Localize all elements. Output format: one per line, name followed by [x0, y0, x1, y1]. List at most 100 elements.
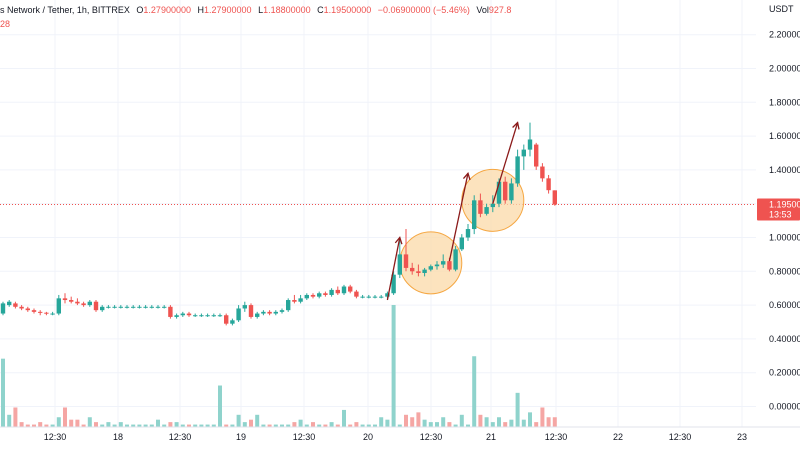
volume-bar [118, 422, 123, 427]
candle-body [354, 291, 359, 297]
price-tick-label: 0.00000 [769, 402, 800, 412]
candle-body [19, 306, 24, 309]
volume-bar [441, 417, 446, 427]
sub-volume-value: 28 [0, 19, 10, 29]
low-value: 1.18800000 [263, 5, 311, 15]
price-tick-label: 0.20000 [769, 368, 800, 378]
trend-arrow-head [394, 236, 403, 245]
volume-bar [311, 422, 315, 427]
candle-body [459, 237, 464, 250]
time-tick-label: 12:30 [293, 432, 316, 442]
volume-bar [416, 412, 421, 427]
candle-body [472, 200, 477, 230]
volume-bar [323, 424, 328, 427]
volume-bar [385, 419, 390, 427]
trend-arrow-line [492, 122, 519, 204]
candle-body [143, 306, 148, 308]
candle-body [403, 254, 409, 268]
candle-body [304, 294, 309, 299]
volume-bar [435, 422, 439, 427]
candle-body [552, 190, 557, 205]
volume-bar [143, 424, 148, 427]
candle-body [162, 306, 167, 308]
time-tick-label: 12:30 [169, 432, 192, 442]
time-tick-label: 12:30 [669, 432, 692, 442]
volume-bar [112, 424, 117, 427]
volume-bar [366, 424, 371, 427]
candle-body [366, 296, 371, 298]
price-tick-label: 0.40000 [769, 334, 800, 344]
low-label: L [258, 5, 263, 15]
volume-bar [335, 424, 340, 427]
volume-bar [497, 417, 501, 427]
candle-body [56, 298, 61, 314]
volume-bar [459, 414, 464, 427]
volume-bar [521, 419, 526, 427]
candle-body [317, 293, 322, 297]
candle-body [540, 166, 545, 179]
candle-body [509, 183, 514, 201]
volume-bar [484, 417, 489, 427]
volume-bar [509, 419, 514, 427]
volume-bar [490, 422, 495, 427]
candle-body [50, 313, 55, 315]
volume-bar [466, 424, 470, 427]
candle-body [546, 178, 551, 191]
volume-bar [292, 422, 297, 427]
volume-bar [56, 417, 61, 427]
volume-bar [255, 414, 260, 427]
high-label: H [198, 5, 205, 15]
candle-body [441, 261, 446, 265]
candle-body [62, 298, 68, 301]
candle-body [527, 139, 533, 150]
high-value: 1.27900000 [204, 5, 252, 15]
time-axis[interactable]: 12:30 18 12:30 19 12:30 20 12:30 21 12:30 22 12:30… [0, 426, 800, 442]
volume-bar [503, 422, 508, 427]
candle-body [81, 303, 86, 306]
candle-body [186, 313, 192, 316]
close-label: C [317, 5, 324, 15]
volume-bar [528, 412, 532, 427]
volume-bar [205, 424, 210, 427]
candle-body [422, 269, 427, 273]
volume-bar [25, 424, 30, 427]
price-tick-label: 2.00000 [769, 64, 800, 74]
open-label: O [136, 5, 143, 15]
volume-bar [329, 422, 334, 427]
svg-text:s Network / Tether, 1h, BITTRE: s Network / Tether, 1h, BITTREX O1.27900… [0, 5, 511, 15]
time-tick-label: 12:30 [545, 432, 568, 442]
volume-bar [242, 422, 247, 427]
candle-body [112, 306, 117, 308]
candle-body [149, 306, 154, 308]
candle-body [428, 266, 433, 270]
volume-bar [360, 424, 365, 427]
candle-body [13, 303, 18, 307]
trend-arrow-line [448, 173, 469, 262]
volume-bar [447, 422, 452, 427]
candle-body [205, 315, 210, 317]
candle-body [434, 264, 440, 267]
volume-bar [168, 422, 173, 427]
candle-body [168, 306, 173, 317]
candle-body [416, 271, 421, 273]
trend-arrow-head [462, 171, 471, 181]
candle-body [137, 306, 142, 308]
candle-body [273, 311, 278, 314]
price-tick-label: 0.60000 [769, 300, 800, 310]
time-tick-label: 18 [113, 432, 123, 442]
candle-body [230, 320, 235, 324]
candle-body [534, 144, 539, 167]
volume-bar [19, 422, 24, 427]
candle-body [521, 149, 526, 157]
volume-bar [1, 358, 5, 427]
candle-body [93, 301, 99, 311]
volume-bar [478, 414, 483, 427]
volume-bar [75, 419, 80, 427]
trend-arrows [386, 121, 520, 301]
candle-body [341, 286, 347, 294]
candle-body [465, 229, 471, 238]
open-value: 1.27900000 [143, 5, 191, 15]
last-price-countdown: 13:53 [769, 210, 792, 220]
volume-bar [38, 422, 43, 427]
